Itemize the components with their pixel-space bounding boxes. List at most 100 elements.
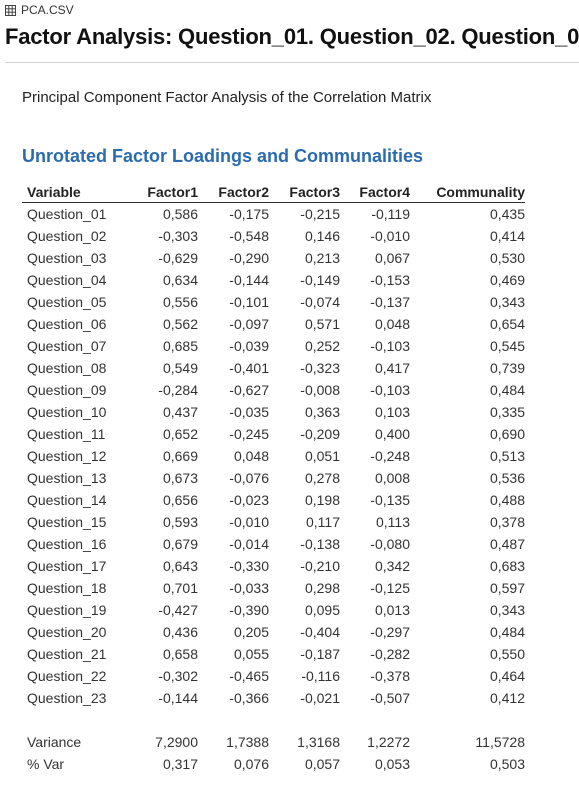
column-header: Variable <box>22 181 137 203</box>
table-cell: -0,033 <box>229 580 269 596</box>
table-cell: -0,507 <box>370 690 410 706</box>
table-cell: 0,278 <box>304 470 340 486</box>
table-cell: 0,556 <box>162 294 198 310</box>
table-cell: -0,245 <box>229 426 269 442</box>
table-cell: 0,051 <box>304 448 340 464</box>
table-cell: -0,023 <box>229 492 269 508</box>
table-row: Question_23 -0,144 -0,366 -0,021 -0,507 0,412 <box>22 687 525 709</box>
row-label: Question_16 <box>27 536 107 552</box>
row-label: % Var <box>27 756 65 772</box>
table-cell: 0,055 <box>233 646 269 662</box>
table-cell: -0,401 <box>229 360 269 376</box>
table-cell: 0,057 <box>304 756 340 772</box>
row-label: Question_13 <box>27 470 107 486</box>
table-cell: 0,484 <box>489 382 525 398</box>
table-cell: 0,634 <box>162 272 198 288</box>
page-title: Factor Analysis: Question_01. Question_0… <box>5 24 579 49</box>
table-row: Question_05 0,556 -0,101 -0,074 -0,137 0,343 <box>22 291 525 313</box>
table-cell: -0,080 <box>370 536 410 552</box>
table-row: Question_15 0,593 -0,010 0,117 0,113 0,378 <box>22 511 525 533</box>
table-cell: 0,414 <box>489 228 525 244</box>
table-row: Question_08 0,549 -0,401 -0,323 0,417 0,739 <box>22 357 525 379</box>
table-cell: -0,210 <box>300 558 340 574</box>
table-cell: -0,390 <box>229 602 269 618</box>
table-cell: 0,484 <box>489 624 525 640</box>
table-cell: 0,469 <box>489 272 525 288</box>
table-cell: -0,119 <box>371 206 410 222</box>
table-cell: 0,488 <box>489 492 525 508</box>
table-cell: -0,144 <box>229 272 269 288</box>
file-tab[interactable]: PCA.CSV <box>5 2 74 18</box>
table-cell: 0,205 <box>233 624 269 640</box>
table-row: Question_20 0,436 0,205 -0,404 -0,297 0,484 <box>22 621 525 643</box>
table-cell: -0,008 <box>300 382 340 398</box>
table-cell: -0,014 <box>229 536 269 552</box>
table-cell: 0,652 <box>162 426 198 442</box>
row-label: Question_09 <box>27 382 107 398</box>
analysis-subtitle: Principal Component Factor Analysis of t… <box>22 89 432 106</box>
table-cell: 0,739 <box>489 360 525 376</box>
table-spacer <box>22 709 525 731</box>
factor-loadings-table: Variable Factor1 Factor2 Factor3 Factor4… <box>22 181 525 775</box>
table-cell: -0,074 <box>300 294 340 310</box>
table-cell: 0,008 <box>374 470 410 486</box>
table-cell: 0,683 <box>489 558 525 574</box>
table-cell: 0,487 <box>489 536 525 552</box>
table-cell: 0,437 <box>162 404 198 420</box>
table-cell: -0,021 <box>300 690 340 706</box>
table-cell: -0,137 <box>370 294 410 310</box>
table-cell: -0,153 <box>370 272 410 288</box>
table-row: Question_11 0,652 -0,245 -0,209 0,400 0,690 <box>22 423 525 445</box>
table-row: Question_18 0,701 -0,033 0,298 -0,125 0,597 <box>22 577 525 599</box>
table-cell: 0,656 <box>162 492 198 508</box>
row-label: Question_21 <box>27 646 107 662</box>
table-cell: 0,298 <box>304 580 340 596</box>
row-label: Question_12 <box>27 448 107 464</box>
table-cell: -0,427 <box>158 602 198 618</box>
table-row: Question_01 0,586 -0,175 -0,215 -0,119 0,435 <box>22 203 525 226</box>
table-cell: 0,048 <box>374 316 410 332</box>
table-cell: -0,138 <box>300 536 340 552</box>
table-cell: -0,284 <box>158 382 198 398</box>
table-cell: -0,215 <box>300 206 340 222</box>
column-header: Factor3 <box>269 181 340 203</box>
table-cell: -0,116 <box>301 668 340 684</box>
table-cell: -0,125 <box>370 580 410 596</box>
table-cell: 0,067 <box>374 250 410 266</box>
column-header: Factor2 <box>198 181 269 203</box>
table-row: Question_12 0,669 0,048 0,051 -0,248 0,513 <box>22 445 525 467</box>
table-cell: 0,643 <box>162 558 198 574</box>
table-cell: 0,252 <box>304 338 340 354</box>
table-cell: -0,282 <box>370 646 410 662</box>
table-cell: 0,679 <box>162 536 198 552</box>
table-row: Question_07 0,685 -0,039 0,252 -0,103 0,545 <box>22 335 525 357</box>
table-cell: 0,673 <box>162 470 198 486</box>
row-label: Question_03 <box>27 250 107 266</box>
table-cell: 0,048 <box>233 448 269 464</box>
table-cell: -0,303 <box>158 228 198 244</box>
table-cell: 0,343 <box>489 294 525 310</box>
table-row: Question_06 0,562 -0,097 0,571 0,048 0,654 <box>22 313 525 335</box>
row-label: Variance <box>27 734 82 750</box>
row-label: Question_20 <box>27 624 107 640</box>
spacer-cell <box>22 709 525 731</box>
table-cell: -0,039 <box>229 338 269 354</box>
row-label: Question_05 <box>27 294 107 310</box>
table-cell: 0,095 <box>304 602 340 618</box>
table-cell: 0,342 <box>374 558 410 574</box>
table-cell: -0,101 <box>229 294 269 310</box>
table-cell: 0,685 <box>162 338 198 354</box>
table-cell: -0,297 <box>370 624 410 640</box>
table-cell: 1,7388 <box>226 734 269 750</box>
row-label: Question_10 <box>27 404 107 420</box>
table-cell: 0,103 <box>374 404 410 420</box>
table-cell: 1,3168 <box>297 734 340 750</box>
table-cell: 0,536 <box>489 470 525 486</box>
table-cell: 1,2272 <box>367 734 410 750</box>
table-cell: 0,513 <box>489 448 525 464</box>
table-cell: -0,627 <box>229 382 269 398</box>
table-cell: 0,658 <box>162 646 198 662</box>
row-label: Question_02 <box>27 228 107 244</box>
table-cell: -0,135 <box>370 492 410 508</box>
table-cell: 0,549 <box>162 360 198 376</box>
